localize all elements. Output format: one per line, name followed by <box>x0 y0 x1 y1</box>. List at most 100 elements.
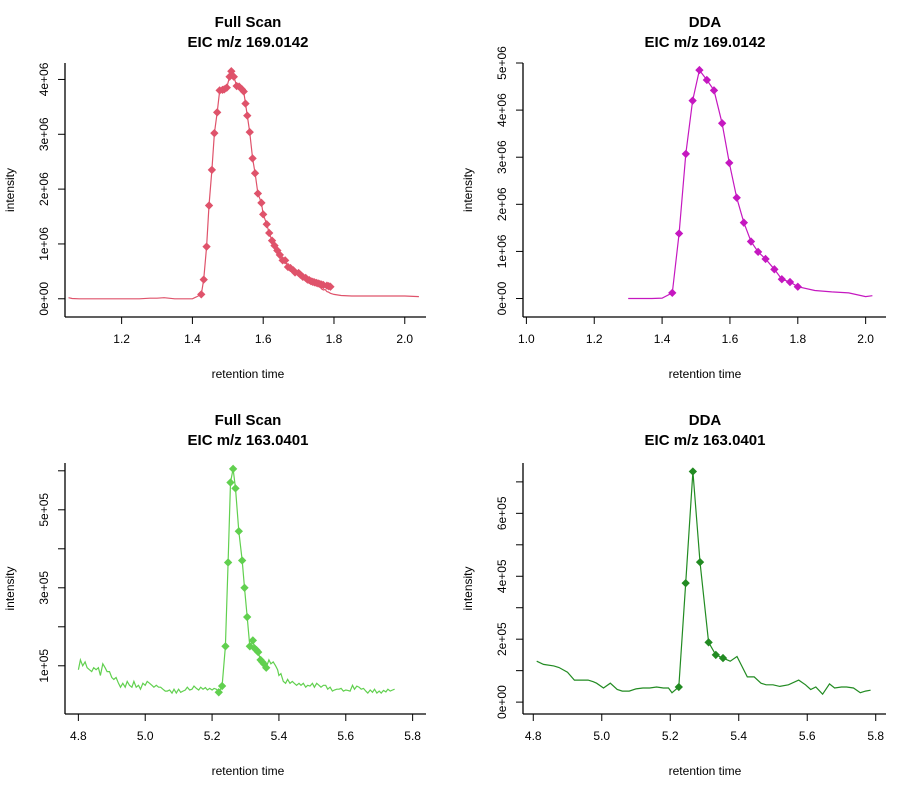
data-point <box>777 275 787 284</box>
data-point <box>229 72 238 81</box>
data-point <box>688 96 697 105</box>
y-tick-label: 3e+06 <box>37 117 51 151</box>
data-point <box>753 247 763 257</box>
chart-panel-3: Full Scan EIC m/z 163.0401 4.8 5.0 5.2 5.4 5.6… <box>3 412 426 778</box>
x-tick-label: 1.0 <box>518 332 535 346</box>
data-point <box>207 165 217 175</box>
x-tick-label: 1.2 <box>586 332 603 346</box>
data-point <box>202 242 211 251</box>
chart-title: Full Scan <box>215 14 282 31</box>
x-tick-label: 4.8 <box>70 729 87 743</box>
y-tick-label: 1e+05 <box>37 649 51 683</box>
data-point <box>739 218 749 227</box>
y-axis-label: intensity <box>3 168 17 212</box>
x-axis-label: retention time <box>212 764 285 778</box>
chart-panel-1: Full Scan EIC m/z 169.0142 1.2 1.4 1.6 1.8 2.0… <box>3 14 426 381</box>
data-point <box>674 229 684 238</box>
data-point <box>254 647 263 657</box>
data-point <box>702 75 712 85</box>
data-point <box>197 290 206 299</box>
x-tick-label: 5.4 <box>730 729 747 743</box>
data-point <box>243 111 252 120</box>
data-point <box>253 189 263 198</box>
chart-panel-4: DDA EIC m/z 163.0401 4.8 5.0 5.2 5.4 5.6 5.8 0e+… <box>461 412 886 778</box>
x-tick-label: 5.2 <box>662 729 679 743</box>
chart-subtitle: EIC m/z 163.0401 <box>645 432 766 449</box>
chart-title: DDA <box>689 14 722 31</box>
y-tick-label: 3e+05 <box>37 571 51 605</box>
data-point <box>257 198 266 207</box>
y-tick-label: 1e+06 <box>495 234 509 268</box>
data-point <box>204 201 214 210</box>
y-tick-label: 3e+06 <box>495 140 509 174</box>
x-tick-label: 1.8 <box>789 332 806 346</box>
data-point <box>213 108 222 117</box>
x-tick-label: 1.6 <box>255 332 272 346</box>
data-point <box>248 154 257 163</box>
y-tick-label: 4e+05 <box>495 559 509 593</box>
data-point <box>262 663 271 672</box>
data-point <box>793 282 802 291</box>
data-point <box>227 67 236 76</box>
y-tick-label: 4e+06 <box>495 93 509 127</box>
y-tick-label: 5e+05 <box>37 493 51 527</box>
data-point <box>681 149 691 159</box>
data-point <box>210 129 219 138</box>
y-tick-label: 0e+00 <box>37 282 51 316</box>
data-point <box>725 158 734 168</box>
data-point <box>770 265 779 274</box>
data-point <box>280 256 290 265</box>
data-point <box>785 277 795 287</box>
y-axis-label: intensity <box>461 566 475 610</box>
data-point <box>241 99 250 108</box>
chart-subtitle: EIC m/z 169.0142 <box>645 34 766 51</box>
y-tick-label: 2e+05 <box>495 622 509 656</box>
x-tick-label: 2.0 <box>396 332 413 346</box>
data-point <box>243 612 252 622</box>
data-point <box>746 237 756 246</box>
data-point <box>668 288 677 298</box>
x-tick-label: 5.6 <box>799 729 816 743</box>
data-point <box>223 558 233 567</box>
series-line <box>628 68 873 300</box>
data-point <box>326 282 335 291</box>
y-axis-label: intensity <box>3 566 17 610</box>
x-tick-label: 1.8 <box>326 332 343 346</box>
y-tick-label: 6e+05 <box>495 496 509 530</box>
data-point <box>240 583 249 592</box>
x-axis-label: retention time <box>669 367 742 381</box>
series-line <box>536 471 871 696</box>
data-point <box>245 127 254 137</box>
y-tick-label: 4e+06 <box>37 62 51 96</box>
data-point <box>761 254 770 264</box>
x-tick-label: 5.8 <box>404 729 421 743</box>
x-tick-label: 5.8 <box>867 729 884 743</box>
data-point <box>221 642 230 651</box>
x-tick-label: 5.2 <box>204 729 221 743</box>
data-point <box>239 87 248 96</box>
data-point <box>265 228 274 238</box>
data-point <box>250 169 260 178</box>
data-point <box>681 579 690 588</box>
data-point <box>226 478 235 487</box>
x-axis-label: retention time <box>669 764 742 778</box>
data-point <box>275 250 284 260</box>
data-point <box>214 688 223 697</box>
data-point <box>717 119 727 128</box>
x-tick-label: 1.4 <box>654 332 671 346</box>
data-point <box>711 650 720 660</box>
data-point <box>695 65 704 75</box>
data-point <box>228 464 238 474</box>
chart-subtitle: EIC m/z 163.0401 <box>188 432 309 449</box>
x-tick-label: 4.8 <box>525 729 542 743</box>
x-tick-label: 2.0 <box>857 332 874 346</box>
x-tick-label: 5.6 <box>337 729 354 743</box>
data-point <box>231 484 240 493</box>
chart-title: Full Scan <box>215 412 282 429</box>
x-tick-label: 1.6 <box>722 332 739 346</box>
y-tick-label: 1e+06 <box>37 227 51 261</box>
data-point <box>709 86 719 95</box>
chart-title: DDA <box>689 412 722 429</box>
x-tick-label: 1.2 <box>113 332 130 346</box>
